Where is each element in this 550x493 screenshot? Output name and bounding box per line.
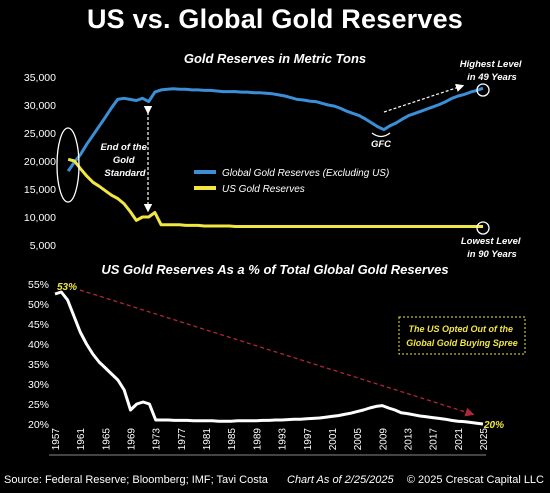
y-tick-label: 5,000	[30, 240, 56, 252]
page-title: US vs. Global Gold Reserves	[86, 4, 464, 34]
highest-arrow	[383, 83, 465, 113]
y-tick-label: 35%	[28, 359, 49, 371]
lowest-line-1: Lowest Level	[461, 236, 521, 247]
legend-label-us: US Gold Reserves	[222, 184, 305, 195]
y-tick-label: 30%	[28, 379, 49, 391]
x-tick-label: 1981	[202, 428, 213, 451]
callout-line-2: Global Gold Buying Spree	[406, 338, 518, 348]
y-tick-label: 55%	[28, 279, 49, 291]
y-tick-label: 25,000	[24, 128, 56, 140]
y-tick-label: 50%	[28, 299, 49, 311]
gold-standard-line-2: Gold	[113, 155, 135, 166]
x-tick-label: 1957	[51, 428, 62, 451]
callout-box	[398, 316, 526, 355]
x-tick-label: 2025	[479, 428, 490, 451]
gold-standard-line-1: End of the	[100, 142, 147, 153]
y-tick-label: 25%	[28, 399, 49, 411]
callout-text: The US Opted Out of the Global Gold Buyi…	[406, 324, 518, 348]
top-chart-title: Gold Reserves in Metric Tons	[184, 51, 366, 66]
y-tick-label: 45%	[28, 319, 49, 331]
highest-line-2: in 49 Years	[467, 72, 517, 83]
x-tick-label: 2001	[328, 428, 339, 451]
gold-standard-annotation: End of the Gold Standard	[100, 142, 149, 179]
lowest-line-2: in 90 Years	[467, 249, 517, 260]
highest-line-1: Highest Level	[460, 59, 522, 70]
y-tick-label: 40%	[28, 339, 49, 351]
callout-line-1: The US Opted Out of the	[408, 324, 513, 334]
start-value-label: 53%	[57, 282, 77, 293]
copyright-note: © 2025 Crescat Capital LLC	[406, 474, 544, 486]
metric-tons-chart: Gold Reserves in Metric Tons 35,000 30,00…	[24, 51, 524, 260]
x-tick-label: 1965	[101, 428, 112, 451]
x-tick-label: 2005	[353, 428, 364, 451]
as-of-note: Chart As of 2/25/2025	[287, 474, 394, 486]
highest-circle	[476, 83, 490, 97]
x-tick-label: 2013	[403, 428, 414, 451]
x-tick-label: 1973	[152, 428, 163, 451]
series-line-1	[67, 157, 483, 228]
gfc-label: GFC	[371, 139, 391, 150]
end-value-label: 20%	[483, 420, 504, 431]
lowest-level-annotation: Lowest Level in 90 Years	[461, 236, 523, 260]
x-tick-label: 1969	[127, 428, 138, 451]
y-tick-label: 30,000	[24, 100, 56, 112]
y-tick-label: 20%	[28, 419, 49, 431]
legend-label-global: Global Gold Reserves (Excluding US)	[222, 168, 389, 179]
y-tick-label: 35,000	[24, 72, 56, 84]
x-tick-label: 1989	[252, 428, 263, 451]
lowest-circle	[476, 221, 490, 235]
start-highlight-ellipse	[56, 127, 80, 203]
gfc-bracket	[371, 132, 391, 138]
series-line-0	[66, 86, 484, 172]
x-tick-label: 1997	[303, 428, 314, 451]
y-tick-label: 15,000	[24, 184, 56, 196]
bottom-chart-title: US Gold Reserves As a % of Total Global …	[101, 262, 448, 277]
series-line-0	[54, 290, 484, 426]
gold-standard-line-3: Standard	[104, 168, 145, 179]
highest-level-annotation: Highest Level in 49 Years	[460, 59, 524, 83]
source-note: Source: Federal Reserve; Bloomberg; IMF;…	[4, 474, 268, 486]
trend-arrow	[79, 289, 475, 417]
x-tick-label: 2009	[378, 428, 389, 451]
x-tick-label: 2021	[454, 428, 465, 451]
x-tick-label: 1985	[227, 428, 238, 451]
percent-chart: US Gold Reserves As a % of Total Global …	[28, 262, 526, 456]
x-tick-label: 1961	[76, 428, 87, 451]
x-tick-label: 2017	[429, 428, 440, 451]
y-tick-label: 10,000	[24, 212, 56, 224]
y-tick-label: 20,000	[24, 156, 56, 168]
x-tick-label: 1993	[278, 428, 289, 451]
x-tick-label: 1977	[177, 428, 188, 451]
legend: Global Gold Reserves (Excluding US) US G…	[194, 168, 389, 195]
